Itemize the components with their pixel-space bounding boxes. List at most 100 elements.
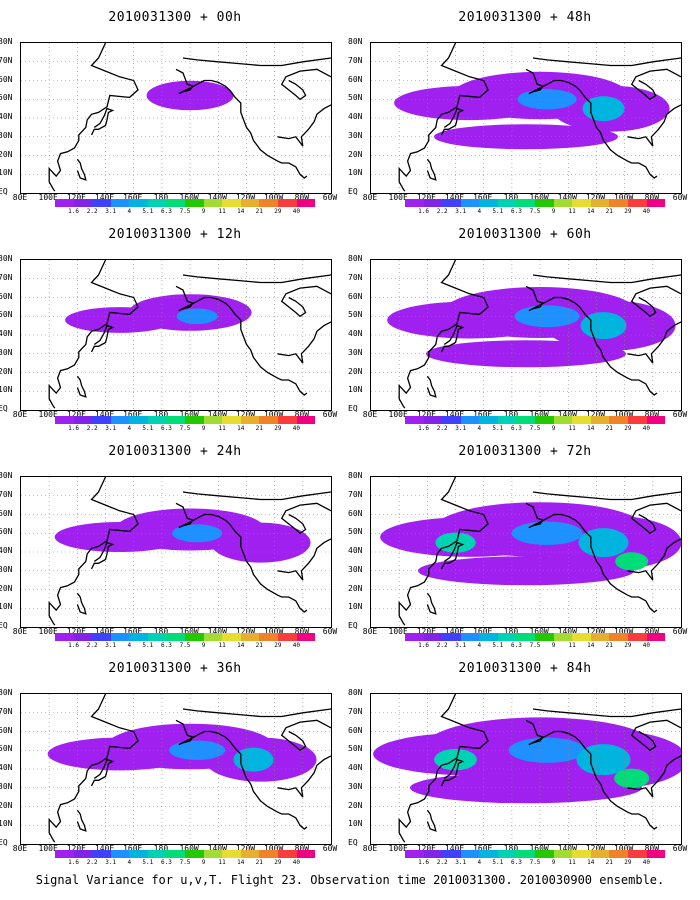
lon-label: 60W	[322, 193, 338, 202]
colorbar-swatch	[609, 416, 628, 424]
colorbar-label: 40	[292, 208, 301, 215]
lon-label: 140W	[207, 844, 227, 853]
colorbar-label: 29	[274, 208, 282, 215]
coastline	[440, 107, 465, 136]
lat-label: 70N	[0, 489, 13, 499]
lon-label: 120W	[235, 844, 256, 853]
colorbar-label: 6.3	[511, 642, 522, 649]
lat-label: 50N	[0, 93, 13, 103]
lon-label: 100W	[263, 193, 284, 202]
lat-label: 10N	[348, 385, 363, 395]
lat-label: 50N	[348, 93, 363, 103]
colorbar-swatch	[535, 416, 554, 424]
lon-label: 100W	[613, 844, 634, 853]
lon-label: 160W	[179, 844, 199, 853]
lon-label: 160W	[179, 410, 199, 419]
lat-label: 10N	[0, 168, 13, 178]
lon-label: 180	[503, 627, 519, 636]
lon-label: 120E	[416, 844, 436, 853]
lon-label: 140E	[94, 410, 115, 419]
lon-label: 120E	[66, 193, 86, 202]
lon-label: 120W	[585, 627, 606, 636]
colorbar-label: 6.3	[161, 642, 172, 649]
colorbar-swatch	[110, 199, 130, 207]
colorbar-swatch	[73, 199, 93, 207]
lat-label: EQ	[348, 621, 358, 630]
variance-shading	[387, 301, 553, 339]
panel-title: 2010031300 + 60h	[458, 227, 592, 242]
coastline	[398, 260, 489, 409]
map-area	[20, 476, 332, 628]
colorbar-swatch	[240, 416, 260, 424]
panel-title: 2010031300 + 24h	[108, 444, 242, 459]
colorbar-swatch	[55, 416, 74, 424]
lon-label: 160W	[529, 627, 549, 636]
coastline	[280, 285, 331, 318]
lat-label: EQ	[348, 404, 358, 413]
colorbar-swatch	[572, 416, 591, 424]
colorbar-label: 2.2	[86, 208, 98, 215]
coastline	[630, 719, 681, 752]
lon-label: 180	[153, 844, 169, 853]
colorbar	[405, 850, 666, 858]
coastline	[277, 104, 331, 147]
colorbar-label: 2.2	[436, 425, 448, 432]
variance-shading	[615, 552, 649, 571]
panel-title: 2010031300 + 72h	[458, 444, 592, 459]
colorbar-label: 4	[127, 208, 132, 215]
colorbar-label: 14	[587, 642, 595, 649]
lon-label: 140E	[94, 193, 115, 202]
colorbar-label: 11	[218, 208, 226, 215]
map-panel: 2010031300 + 48h 80N 70N 60N 50N 40N 30N 20N 10N…	[348, 0, 700, 220]
lat-label: 60N	[348, 508, 363, 518]
lon-label: 120E	[66, 844, 86, 853]
lon-label: 140E	[444, 410, 465, 419]
colorbar-label: 21	[255, 642, 263, 649]
colorbar-swatch	[646, 416, 666, 424]
lon-label: 60W	[672, 844, 688, 853]
lon-label: 140E	[444, 193, 465, 202]
colorbar-label: 21	[605, 642, 613, 649]
colorbar-swatch	[277, 416, 297, 424]
coastline	[398, 43, 489, 192]
lat-label: 40N	[0, 546, 13, 555]
lat-label: 30N	[348, 781, 363, 791]
coastline	[630, 68, 681, 101]
lat-label: 10N	[0, 819, 13, 829]
colorbar-label: 1.6	[68, 425, 79, 432]
lat-label: 40N	[0, 112, 13, 121]
lon-label: 100W	[613, 410, 634, 419]
colorbar-swatch	[572, 199, 591, 207]
lon-label: 180	[503, 193, 519, 202]
lon-label: 120W	[585, 410, 606, 419]
lat-label: 60N	[348, 74, 363, 84]
lon-label: 80W	[644, 844, 660, 853]
lon-label: 120E	[66, 627, 86, 636]
colorbar-label: 14	[587, 425, 595, 432]
colorbar-swatch	[423, 416, 443, 424]
colorbar-swatch	[185, 416, 204, 424]
variance-shading	[576, 744, 631, 776]
colorbar-label: 21	[255, 208, 263, 215]
lon-label: 180	[153, 193, 169, 202]
coastline	[426, 375, 437, 398]
lat-label: 10N	[348, 819, 363, 829]
colorbar-swatch	[73, 633, 93, 641]
lat-label: 60N	[0, 508, 13, 518]
lat-label: 40N	[348, 112, 363, 121]
lon-label: 160W	[529, 410, 549, 419]
lon-label: 100E	[388, 193, 408, 202]
colorbar-swatch	[147, 199, 167, 207]
colorbar-label: 7.5	[529, 208, 541, 215]
colorbar-label: 1.6	[68, 642, 79, 649]
colorbar-label: 14	[237, 425, 245, 432]
lon-label: 160E	[473, 410, 493, 419]
colorbar-label: 14	[237, 208, 245, 215]
lat-label: EQ	[348, 187, 358, 196]
colorbar-label: 9	[551, 208, 556, 215]
coastline	[277, 321, 331, 364]
colorbar-swatch	[535, 850, 554, 858]
colorbar-swatch	[55, 199, 74, 207]
colorbar-swatch	[296, 199, 316, 207]
colorbar-label: 11	[568, 208, 576, 215]
